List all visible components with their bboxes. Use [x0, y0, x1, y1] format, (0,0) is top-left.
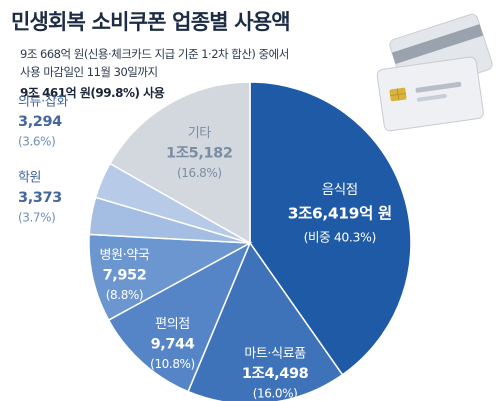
- slice-label-value-6: 3,294: [18, 114, 62, 130]
- subtitle-line-2: 사용 마감일인 11월 30일까지: [20, 65, 158, 79]
- slice-label-percent-5: (3.7%): [18, 211, 55, 225]
- slice-label-value-4: 7,952: [103, 267, 147, 283]
- pie-slice-1: [249, 81, 412, 376]
- slice-label-percent-3: (10.8%): [150, 357, 195, 371]
- slice-label-percent-1: (비중 40.3%): [304, 229, 376, 244]
- subtitle-line-1: 9조 668억 원(신용·체크카드 지급 기준 1·2차 합산) 중에서: [20, 47, 289, 61]
- slice-label-percent-6: (3.6%): [18, 135, 55, 149]
- slice-label-name-4: 병원·약국: [100, 248, 150, 263]
- slice-label-name-2: 마트·식료품: [244, 347, 306, 362]
- pie-slice-2: [187, 241, 344, 401]
- slice-label-name-7: 기타: [188, 126, 212, 141]
- slice-label-name-3: 편의점: [155, 317, 190, 332]
- slice-label-name-1: 음식점: [322, 182, 358, 198]
- pie-slice-3: [107, 241, 252, 393]
- credit-card-icon: [376, 13, 493, 132]
- pie-slice-7: [108, 81, 251, 245]
- slice-label-name-5: 학원: [18, 171, 41, 186]
- slice-label-value-1: 3조6,419억 원: [288, 203, 392, 222]
- slice-label-name-6: 의류·잡화: [18, 95, 68, 110]
- slice-label-percent-2: (16.0%): [253, 387, 298, 401]
- slice-label-percent-7: (16.8%): [177, 166, 222, 180]
- pie-slice-4: [88, 233, 253, 322]
- slice-label-percent-4: (8.8%): [106, 288, 143, 302]
- slice-label-value-2: 1조4,498: [242, 366, 309, 382]
- slice-label-value-3: 9,744: [151, 336, 195, 352]
- slice-label-value-5: 3,373: [18, 190, 62, 206]
- chart-title: 민생회복 소비쿠폰 업종별 사용액: [11, 10, 291, 34]
- subtitle-line-3: 9조 461억 원(99.8%) 사용: [20, 86, 165, 100]
- slice-label-value-7: 1조5,182: [166, 146, 233, 162]
